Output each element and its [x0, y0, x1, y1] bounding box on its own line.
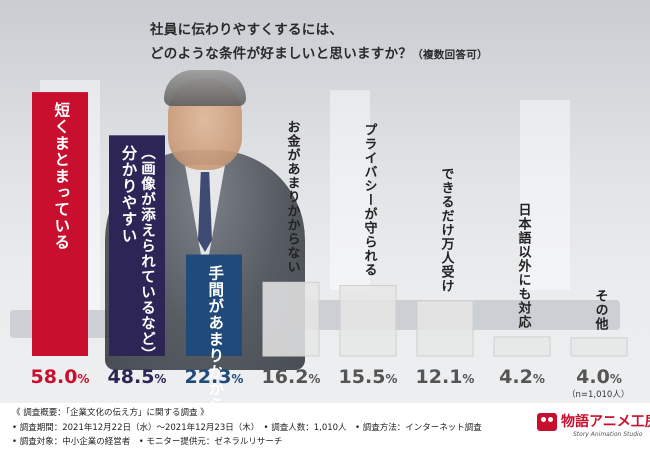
category-label-7: 日本語以外にも対応 — [515, 203, 531, 330]
title-note: （複数回答可） — [412, 49, 488, 61]
brand-logo: 物語アニメ工房 Story Animation Studio — [537, 409, 650, 443]
value-label-7: 4.2% — [499, 366, 545, 388]
logo-subtitle: Story Animation Studio — [573, 431, 643, 438]
footer: 《 調査概要：「企業文化の伝え方」に関する調査 》 • 調査期間：2021年12… — [0, 403, 650, 450]
bar-5 — [339, 284, 397, 357]
value-label-2: 48.5% — [107, 366, 167, 388]
bar-1 — [32, 92, 88, 356]
bar-chart — [32, 92, 628, 357]
value-label-1: 58.0% — [30, 366, 90, 388]
logo-text: 物語アニメ工房 — [561, 414, 650, 430]
sample-size-note: （n=1,010人） — [567, 390, 630, 400]
survey-summary: 《 調査概要：「企業文化の伝え方」に関する調査 》 — [12, 408, 209, 418]
bar-3 — [186, 254, 242, 356]
category-label-1: 短くまとまっている — [52, 102, 71, 251]
bar-8 — [570, 337, 628, 357]
category-label-3: 手間があまりかからない — [206, 264, 225, 447]
survey-details: • 調査期間：2021年12月22日（水）〜2021年12月23日（木） • 調… — [12, 423, 482, 433]
value-label-6: 12.1% — [415, 366, 475, 388]
survey-target: • 調査対象：中小企業の経営者 • モニター提供元：ゼネラルリサーチ — [12, 437, 283, 447]
bar-6 — [416, 300, 474, 357]
category-label-4: お金があまりかからない — [284, 120, 300, 275]
title-line-1: 社員に伝わりやすくするには、 — [150, 22, 344, 38]
bar-2 — [109, 135, 165, 356]
value-label-5: 15.5% — [338, 366, 398, 388]
value-label-4: 16.2% — [261, 366, 321, 388]
bar-4 — [262, 281, 320, 357]
logo-icon — [537, 413, 557, 431]
chart-title: 社員に伝わりやすくするには、 どのような条件が好ましいと思いますか？（複数回答可… — [150, 12, 500, 72]
bar-7 — [493, 336, 551, 357]
background-pillar — [330, 90, 370, 290]
value-label-3: 22.3% — [184, 366, 244, 388]
category-label-2-2: 分かりやすい — [119, 145, 138, 245]
category-label-2-1: （画像が添えられているなど） — [139, 145, 155, 363]
value-label-8: 4.0% — [576, 366, 622, 388]
category-label-8: その他 — [592, 289, 608, 332]
title-question: どのような条件が好ましいと思いますか？ — [150, 46, 413, 62]
background-pillar — [520, 100, 570, 290]
category-label-5: プライバシーが守られる — [361, 123, 377, 278]
category-label-6: できるだけ万人受け — [438, 167, 454, 294]
title-line-2: どのような条件が好ましいと思いますか？（複数回答可） — [150, 42, 488, 62]
